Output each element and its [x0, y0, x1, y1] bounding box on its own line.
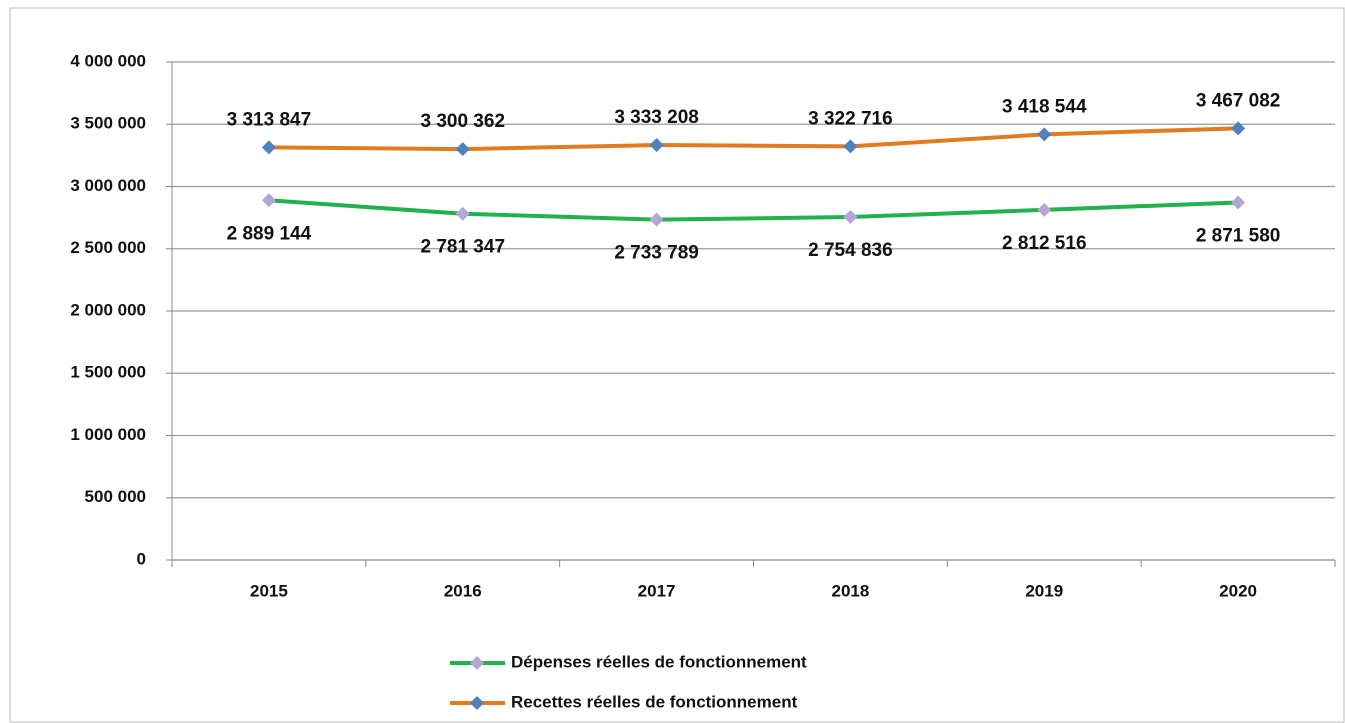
y-tick-label: 1 500 000 [70, 363, 146, 382]
data-label: 3 300 362 [420, 111, 505, 132]
point-marker [649, 212, 664, 227]
y-tick-label: 500 000 [85, 487, 146, 506]
data-label: 3 418 544 [1002, 96, 1087, 117]
y-tick-label: 2 500 000 [70, 238, 146, 257]
data-label: 2 812 516 [1002, 233, 1087, 254]
y-tick-label: 4 000 000 [70, 51, 146, 70]
point-marker [843, 139, 858, 154]
point-marker [261, 140, 276, 155]
y-tick-label: 1 000 000 [70, 425, 146, 444]
data-label: 2 754 836 [808, 240, 893, 261]
y-tick-label: 3 500 000 [70, 114, 146, 133]
series-line [268, 126, 1239, 152]
x-tick-label: 2016 [444, 581, 482, 600]
y-tick-label: 0 [137, 549, 146, 568]
data-label: 3 467 082 [1196, 90, 1281, 111]
point-marker [1037, 202, 1052, 217]
legend-marker [470, 696, 484, 710]
point-marker [261, 193, 276, 208]
y-tick-label: 3 000 000 [70, 176, 146, 195]
chart-frame [9, 7, 1345, 723]
data-label: 2 889 144 [227, 223, 312, 244]
legend-marker [470, 656, 484, 670]
x-tick-label: 2019 [1025, 581, 1063, 600]
series-line [268, 198, 1239, 222]
legend-label: Recettes réelles de fonctionnement [511, 692, 798, 711]
data-label: 3 322 716 [808, 108, 893, 129]
data-label: 3 313 847 [227, 109, 312, 130]
point-marker [1231, 121, 1246, 136]
data-label: 2 871 580 [1196, 226, 1281, 247]
x-tick-label: 2015 [250, 581, 288, 600]
point-marker [1037, 127, 1052, 142]
x-tick-label: 2017 [638, 581, 676, 600]
point-marker [843, 210, 858, 225]
point-marker [455, 142, 470, 157]
data-label: 2 733 789 [614, 243, 699, 264]
point-marker [455, 206, 470, 221]
legend-label: Dépenses réelles de fonctionnement [511, 652, 807, 671]
point-marker [1231, 195, 1246, 210]
point-marker [649, 138, 664, 153]
y-tick-label: 2 000 000 [70, 300, 146, 319]
data-label: 2 781 347 [420, 237, 505, 258]
x-tick-label: 2018 [832, 581, 870, 600]
data-label: 3 333 208 [614, 107, 699, 128]
x-tick-label: 2020 [1219, 581, 1257, 600]
